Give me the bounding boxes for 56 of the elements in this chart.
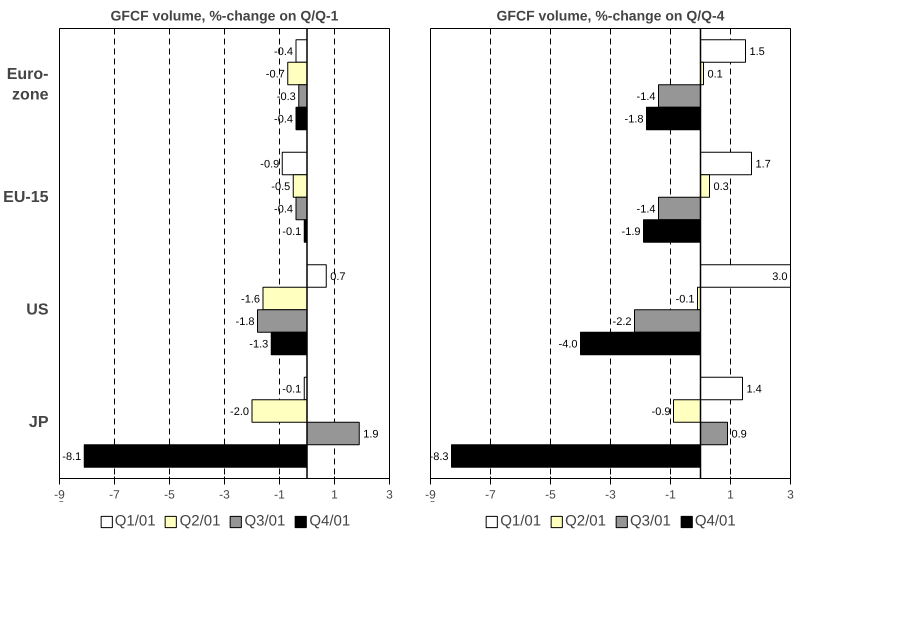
x-tick-label: -1	[274, 488, 286, 502]
data-label: 1.5	[750, 46, 765, 58]
x-tick-label: -1	[665, 488, 676, 502]
chart-title: GFCF volume, %-change on Q/Q-4	[496, 8, 725, 24]
legend-label: Q4/01	[309, 512, 350, 530]
data-label: -1.3	[249, 338, 268, 350]
data-label: -0.4	[274, 204, 294, 216]
data-label: 0.3	[714, 181, 729, 193]
data-label: -0.9	[260, 158, 280, 170]
data-label: -4.0	[558, 338, 578, 350]
legend-label: Q2/01	[180, 512, 220, 530]
data-label: -1.9	[622, 226, 641, 238]
data-label: 0.1	[708, 68, 723, 80]
data-label: -8.1	[62, 451, 82, 463]
y-tick-label: EU-15	[3, 188, 49, 206]
data-label: -0.1	[676, 294, 695, 306]
data-label: 1.9	[363, 428, 379, 440]
data-label: -0.1	[282, 226, 302, 238]
x-tick-label: -9	[54, 488, 66, 502]
data-label: -1.6	[241, 294, 260, 306]
legend-label: Q3/01	[630, 512, 671, 530]
x-tick-label: -7	[109, 488, 120, 502]
legend-label: Q3/01	[244, 512, 286, 530]
x-tick-label: 3	[787, 488, 794, 502]
x-tick-label: -3	[219, 488, 230, 502]
y-tick-label: Euro- zone	[6, 66, 49, 104]
data-label: -0.9	[652, 406, 671, 418]
legend-label: Q2/01	[565, 512, 606, 530]
data-label: 1.4	[746, 384, 762, 396]
data-label: -2.0	[230, 406, 250, 418]
x-tick-label: -3	[605, 488, 616, 502]
data-label: -0.1	[282, 384, 302, 396]
data-label: 0.9	[732, 428, 747, 440]
data-label: -1.8	[236, 316, 255, 328]
data-label: -0.4	[274, 114, 294, 126]
data-label: -0.3	[276, 91, 296, 103]
legend-label: Q4/01	[694, 512, 736, 530]
data-label: 1.7	[756, 158, 771, 170]
x-tick-label: 1	[727, 488, 734, 502]
legend-label: Q1/01	[114, 512, 156, 530]
x-tick-label: -5	[164, 488, 176, 502]
x-tick-label: -7	[485, 488, 496, 502]
y-tick-label: US	[26, 301, 49, 318]
data-label: 3.0	[772, 271, 788, 283]
x-tick-label: -5	[545, 488, 556, 502]
data-label: -1.4	[636, 204, 656, 216]
x-tick-label: -9	[425, 488, 436, 502]
x-tick-label: 1	[331, 488, 338, 502]
data-label: -2.2	[612, 316, 632, 328]
data-label: -0.7	[266, 68, 285, 80]
chart-title: GFCF volume, %-change on Q/Q-1	[110, 8, 339, 24]
legend-label: Q1/01	[500, 512, 542, 530]
x-tick-label: 3	[386, 488, 394, 502]
data-label: -1.8	[624, 114, 644, 126]
data-label: -1.4	[636, 91, 656, 103]
y-tick-label: JP	[28, 414, 49, 431]
